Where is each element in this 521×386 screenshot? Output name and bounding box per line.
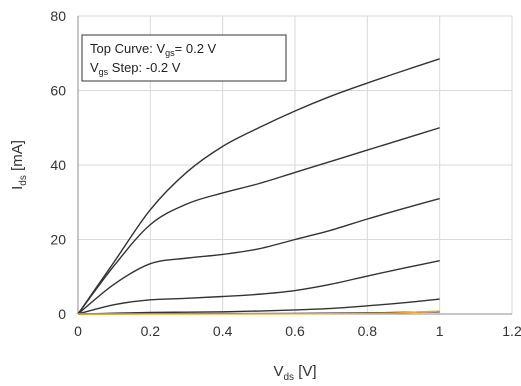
x-tick-label: 1.2 [502,323,521,339]
y-tick-label: 60 [50,83,66,99]
x-tick-label: 0.6 [285,323,305,339]
y-tick-label: 40 [50,157,66,173]
x-tick-label: 0 [74,323,82,339]
series-line-3 [77,197,440,315]
x-tick-label: 1 [436,323,444,339]
legend-frame [81,34,287,82]
y-tick-label: 80 [50,8,66,24]
x-axis-title: Vds [V] [273,363,316,383]
series-line-2 [77,127,440,315]
legend-box: Top Curve: Vgs= 0.2 V Vgs Step: -0.2 V [81,34,287,82]
y-tick-label: 0 [58,306,66,322]
x-tick-label: 0.8 [358,323,378,339]
y-tick-label: 20 [50,232,66,248]
series-line-1 [77,58,440,315]
legend-line-1: Top Curve: Vgs= 0.2 V [90,41,217,58]
x-tick-label: 0.2 [141,323,161,339]
plot-area [77,58,440,315]
series-line-5 [77,298,440,315]
x-tick-label: 0.4 [213,323,233,339]
legend-line-2: Vgs Step: -0.2 V [90,60,181,77]
series-line-4 [77,260,440,315]
series-line-7 [77,310,440,315]
y-axis-title: Ids [mA] [9,140,29,190]
tick-labels: 0 0.2 0.4 0.6 0.8 1 1.2 0 20 40 60 80 [50,8,521,339]
